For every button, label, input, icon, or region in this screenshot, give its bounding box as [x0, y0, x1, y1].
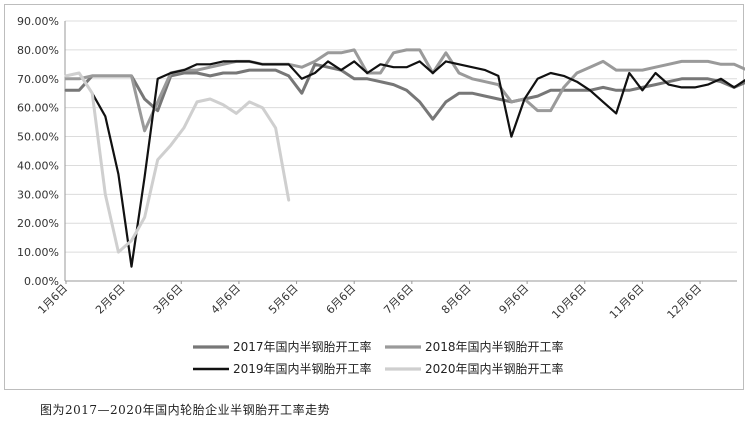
y-tick-label: 0.00% — [24, 275, 59, 288]
chart-frame: 0.00% 10.00% 20.00% 30.00% 40.00% 50.00% 60.00… — [4, 4, 745, 390]
series-line-3 — [64, 60, 745, 268]
x-tick-label: 6月6日 — [324, 282, 359, 317]
y-tick-label: 70.00% — [17, 73, 59, 86]
x-tick-labels: 1月6日 2月6日 3月6日 4月6日 5月6日 6月6日 7月6日 8月6日 9月6日 10月6… — [35, 282, 704, 322]
y-tick-label: 40.00% — [17, 159, 59, 172]
x-tick-label: 4月6日 — [208, 282, 243, 317]
y-tick-label: 30.00% — [17, 188, 59, 201]
x-tick-label: 9月6日 — [497, 282, 532, 317]
legend-label: 2019年国内半钢胎开工率 — [233, 361, 372, 376]
y-tick-label: 20.00% — [17, 217, 59, 230]
legend-label: 2017年国内半钢胎开工率 — [233, 339, 372, 354]
y-tick-label: 90.00% — [17, 15, 59, 28]
x-tick-label: 3月6日 — [151, 282, 186, 317]
x-tick-label: 2月6日 — [93, 282, 128, 317]
x-tick-label: 12月6日 — [665, 282, 705, 322]
series-lines — [64, 48, 745, 268]
x-tick-label: 10月6日 — [549, 282, 589, 322]
axes — [64, 21, 701, 284]
x-tick-label: 7月6日 — [381, 282, 416, 317]
legend: 2017年国内半钢胎开工率 2018年国内半钢胎开工率 2019年国内半钢胎开工率 2… — [193, 339, 564, 376]
y-tick-label: 60.00% — [17, 102, 59, 115]
figure-caption: 图为2017—2020年国内轮胎企业半钢胎开工率走势 — [40, 403, 331, 417]
y-tick-labels: 0.00% 10.00% 20.00% 30.00% 40.00% 50.00% 60.00… — [17, 15, 59, 288]
legend-label: 2018年国内半钢胎开工率 — [425, 339, 564, 354]
y-tick-label: 10.00% — [17, 246, 59, 259]
y-tick-label: 50.00% — [17, 131, 59, 144]
legend-label: 2020年国内半钢胎开工率 — [425, 361, 564, 376]
series-line-4 — [64, 71, 291, 254]
series-line-1 — [64, 62, 745, 121]
line-chart: 0.00% 10.00% 20.00% 30.00% 40.00% 50.00% 60.00… — [17, 15, 745, 376]
x-tick-label: 11月6日 — [607, 282, 647, 322]
y-tick-label: 80.00% — [17, 44, 59, 57]
x-tick-label: 5月6日 — [266, 282, 301, 317]
x-tick-label: 8月6日 — [439, 282, 474, 317]
